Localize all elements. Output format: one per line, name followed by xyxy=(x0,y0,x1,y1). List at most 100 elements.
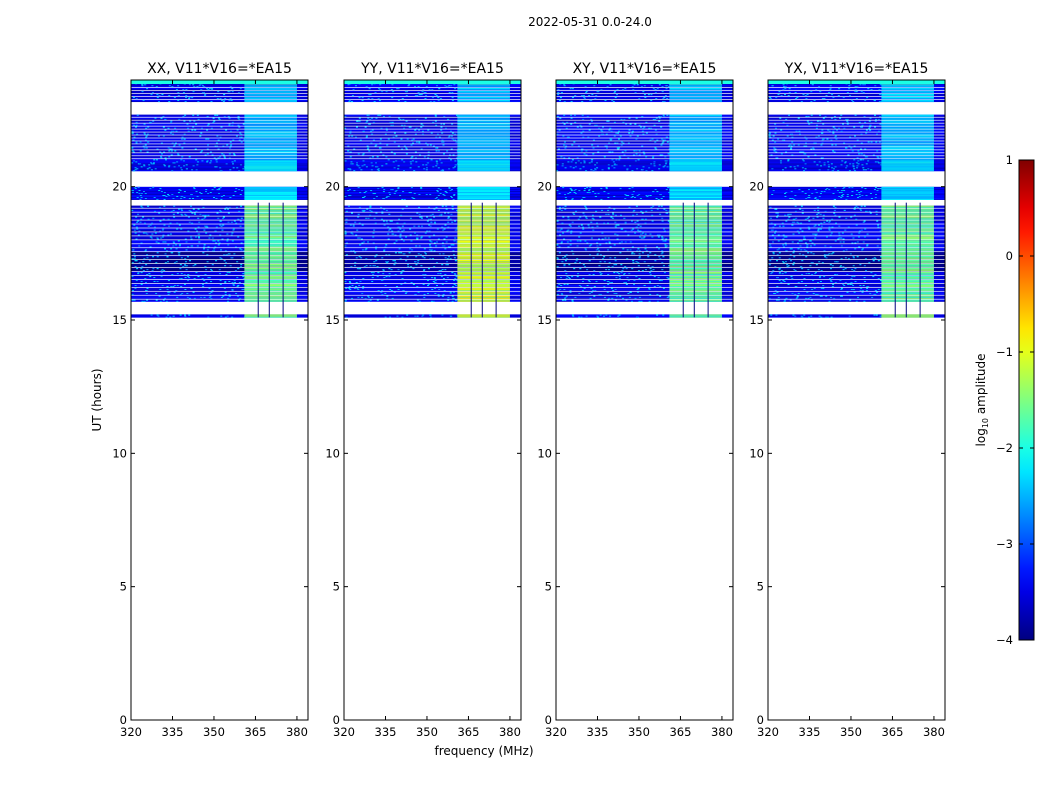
heatmap-cell xyxy=(418,300,421,302)
heatmap-cell xyxy=(185,94,188,97)
heatmap-cell xyxy=(244,133,297,135)
heatmap-cell xyxy=(814,272,817,275)
heatmap-cell xyxy=(669,121,722,123)
heatmap-cell xyxy=(663,271,666,274)
heatmap-cell xyxy=(655,133,658,135)
heatmap-cell xyxy=(669,250,722,252)
heatmap-cell xyxy=(833,209,836,211)
heatmap-cell xyxy=(228,123,231,125)
heatmap-cell xyxy=(579,240,582,242)
heatmap-cell xyxy=(136,196,139,198)
heatmap-cell xyxy=(849,283,852,285)
heatmap-cell xyxy=(591,217,594,219)
heatmap-cell xyxy=(849,253,852,255)
heatmap-cell xyxy=(875,118,878,120)
heatmap-cell xyxy=(579,267,582,270)
heatmap-row xyxy=(556,232,733,234)
heatmap-cell xyxy=(395,135,398,137)
heatmap-cell xyxy=(212,117,215,119)
heatmap-cell xyxy=(662,195,665,197)
heatmap-cell xyxy=(173,291,176,293)
heatmap-cell xyxy=(348,287,351,289)
heatmap-cell xyxy=(650,99,653,102)
heatmap-cell xyxy=(385,129,388,131)
heatmap-cell xyxy=(647,256,650,258)
heatmap-cell xyxy=(574,166,577,168)
heatmap-cell xyxy=(427,218,430,220)
heatmap-cell xyxy=(796,221,799,223)
heatmap-cell xyxy=(139,198,142,200)
heatmap-cell xyxy=(391,188,394,191)
heatmap-cell xyxy=(439,159,442,161)
heatmap-cell xyxy=(224,293,227,295)
heatmap-row xyxy=(556,91,733,94)
heatmap-cell xyxy=(834,281,837,284)
heatmap-cell xyxy=(588,123,591,125)
heatmap-row xyxy=(556,162,733,164)
heatmap-row xyxy=(131,214,308,216)
heatmap-row xyxy=(556,156,733,158)
heatmap-cell xyxy=(208,87,211,90)
heatmap-cell xyxy=(819,280,822,283)
heatmap-cell xyxy=(827,169,830,171)
heatmap-row xyxy=(556,85,733,88)
heatmap-row xyxy=(344,168,521,170)
heatmap-cell xyxy=(229,169,232,171)
heatmap-cell xyxy=(457,268,510,271)
heatmap-cell xyxy=(585,208,588,210)
heatmap-cell xyxy=(608,241,611,243)
heatmap-cell xyxy=(636,135,639,137)
heatmap-cell xyxy=(838,232,841,234)
heatmap-cell xyxy=(635,275,638,278)
heatmap-cell xyxy=(772,241,775,243)
heatmap-cell xyxy=(816,120,819,122)
heatmap-cell xyxy=(244,237,297,239)
heatmap-cell xyxy=(159,151,162,153)
heatmap-cell xyxy=(650,163,653,165)
heatmap-cell xyxy=(881,159,934,161)
heatmap-cell xyxy=(435,94,438,97)
heatmap-cell xyxy=(381,218,384,220)
heatmap-cell xyxy=(881,126,934,128)
heatmap-cell xyxy=(881,87,934,90)
heatmap-cell xyxy=(770,154,773,156)
heatmap-cell xyxy=(423,168,426,170)
heatmap-cell xyxy=(667,220,670,222)
heatmap-cell xyxy=(661,261,664,264)
heatmap-cell xyxy=(244,283,297,285)
heatmap-cell xyxy=(434,115,437,117)
heatmap-cell xyxy=(135,216,138,218)
heatmap-cell xyxy=(239,87,242,90)
heatmap-cell xyxy=(814,188,817,191)
heatmap-cell xyxy=(388,275,391,278)
heatmap-cell xyxy=(437,96,440,99)
heatmap-cell xyxy=(588,259,591,262)
heatmap-row xyxy=(344,277,521,280)
heatmap-cell xyxy=(652,156,655,158)
heatmap-cell xyxy=(858,195,861,197)
heatmap-cell xyxy=(784,167,787,169)
heatmap-cell xyxy=(402,240,405,242)
heatmap-cell xyxy=(432,280,435,283)
heatmap-cell xyxy=(881,135,934,137)
heatmap-cell xyxy=(223,99,226,102)
heatmap-cell xyxy=(457,151,510,153)
heatmap-cell xyxy=(132,96,135,99)
heatmap-cell xyxy=(199,135,202,137)
heatmap-cell xyxy=(881,192,934,195)
heatmap-cell xyxy=(155,299,158,301)
heatmap-cell xyxy=(881,315,934,317)
heatmap-cell xyxy=(580,150,583,152)
heatmap-cell xyxy=(163,151,166,153)
heatmap-cell xyxy=(881,130,934,132)
heatmap-cell xyxy=(881,151,934,153)
heatmap-cell xyxy=(837,127,840,129)
heatmap-cell xyxy=(180,213,183,215)
heatmap-cell xyxy=(846,165,849,167)
heatmap-cell xyxy=(427,151,430,153)
heatmap-cell xyxy=(584,85,587,88)
heatmap-cell xyxy=(838,87,841,90)
heatmap-cell xyxy=(203,279,206,282)
heatmap-cell xyxy=(345,254,348,256)
heatmap-cell xyxy=(193,277,196,280)
